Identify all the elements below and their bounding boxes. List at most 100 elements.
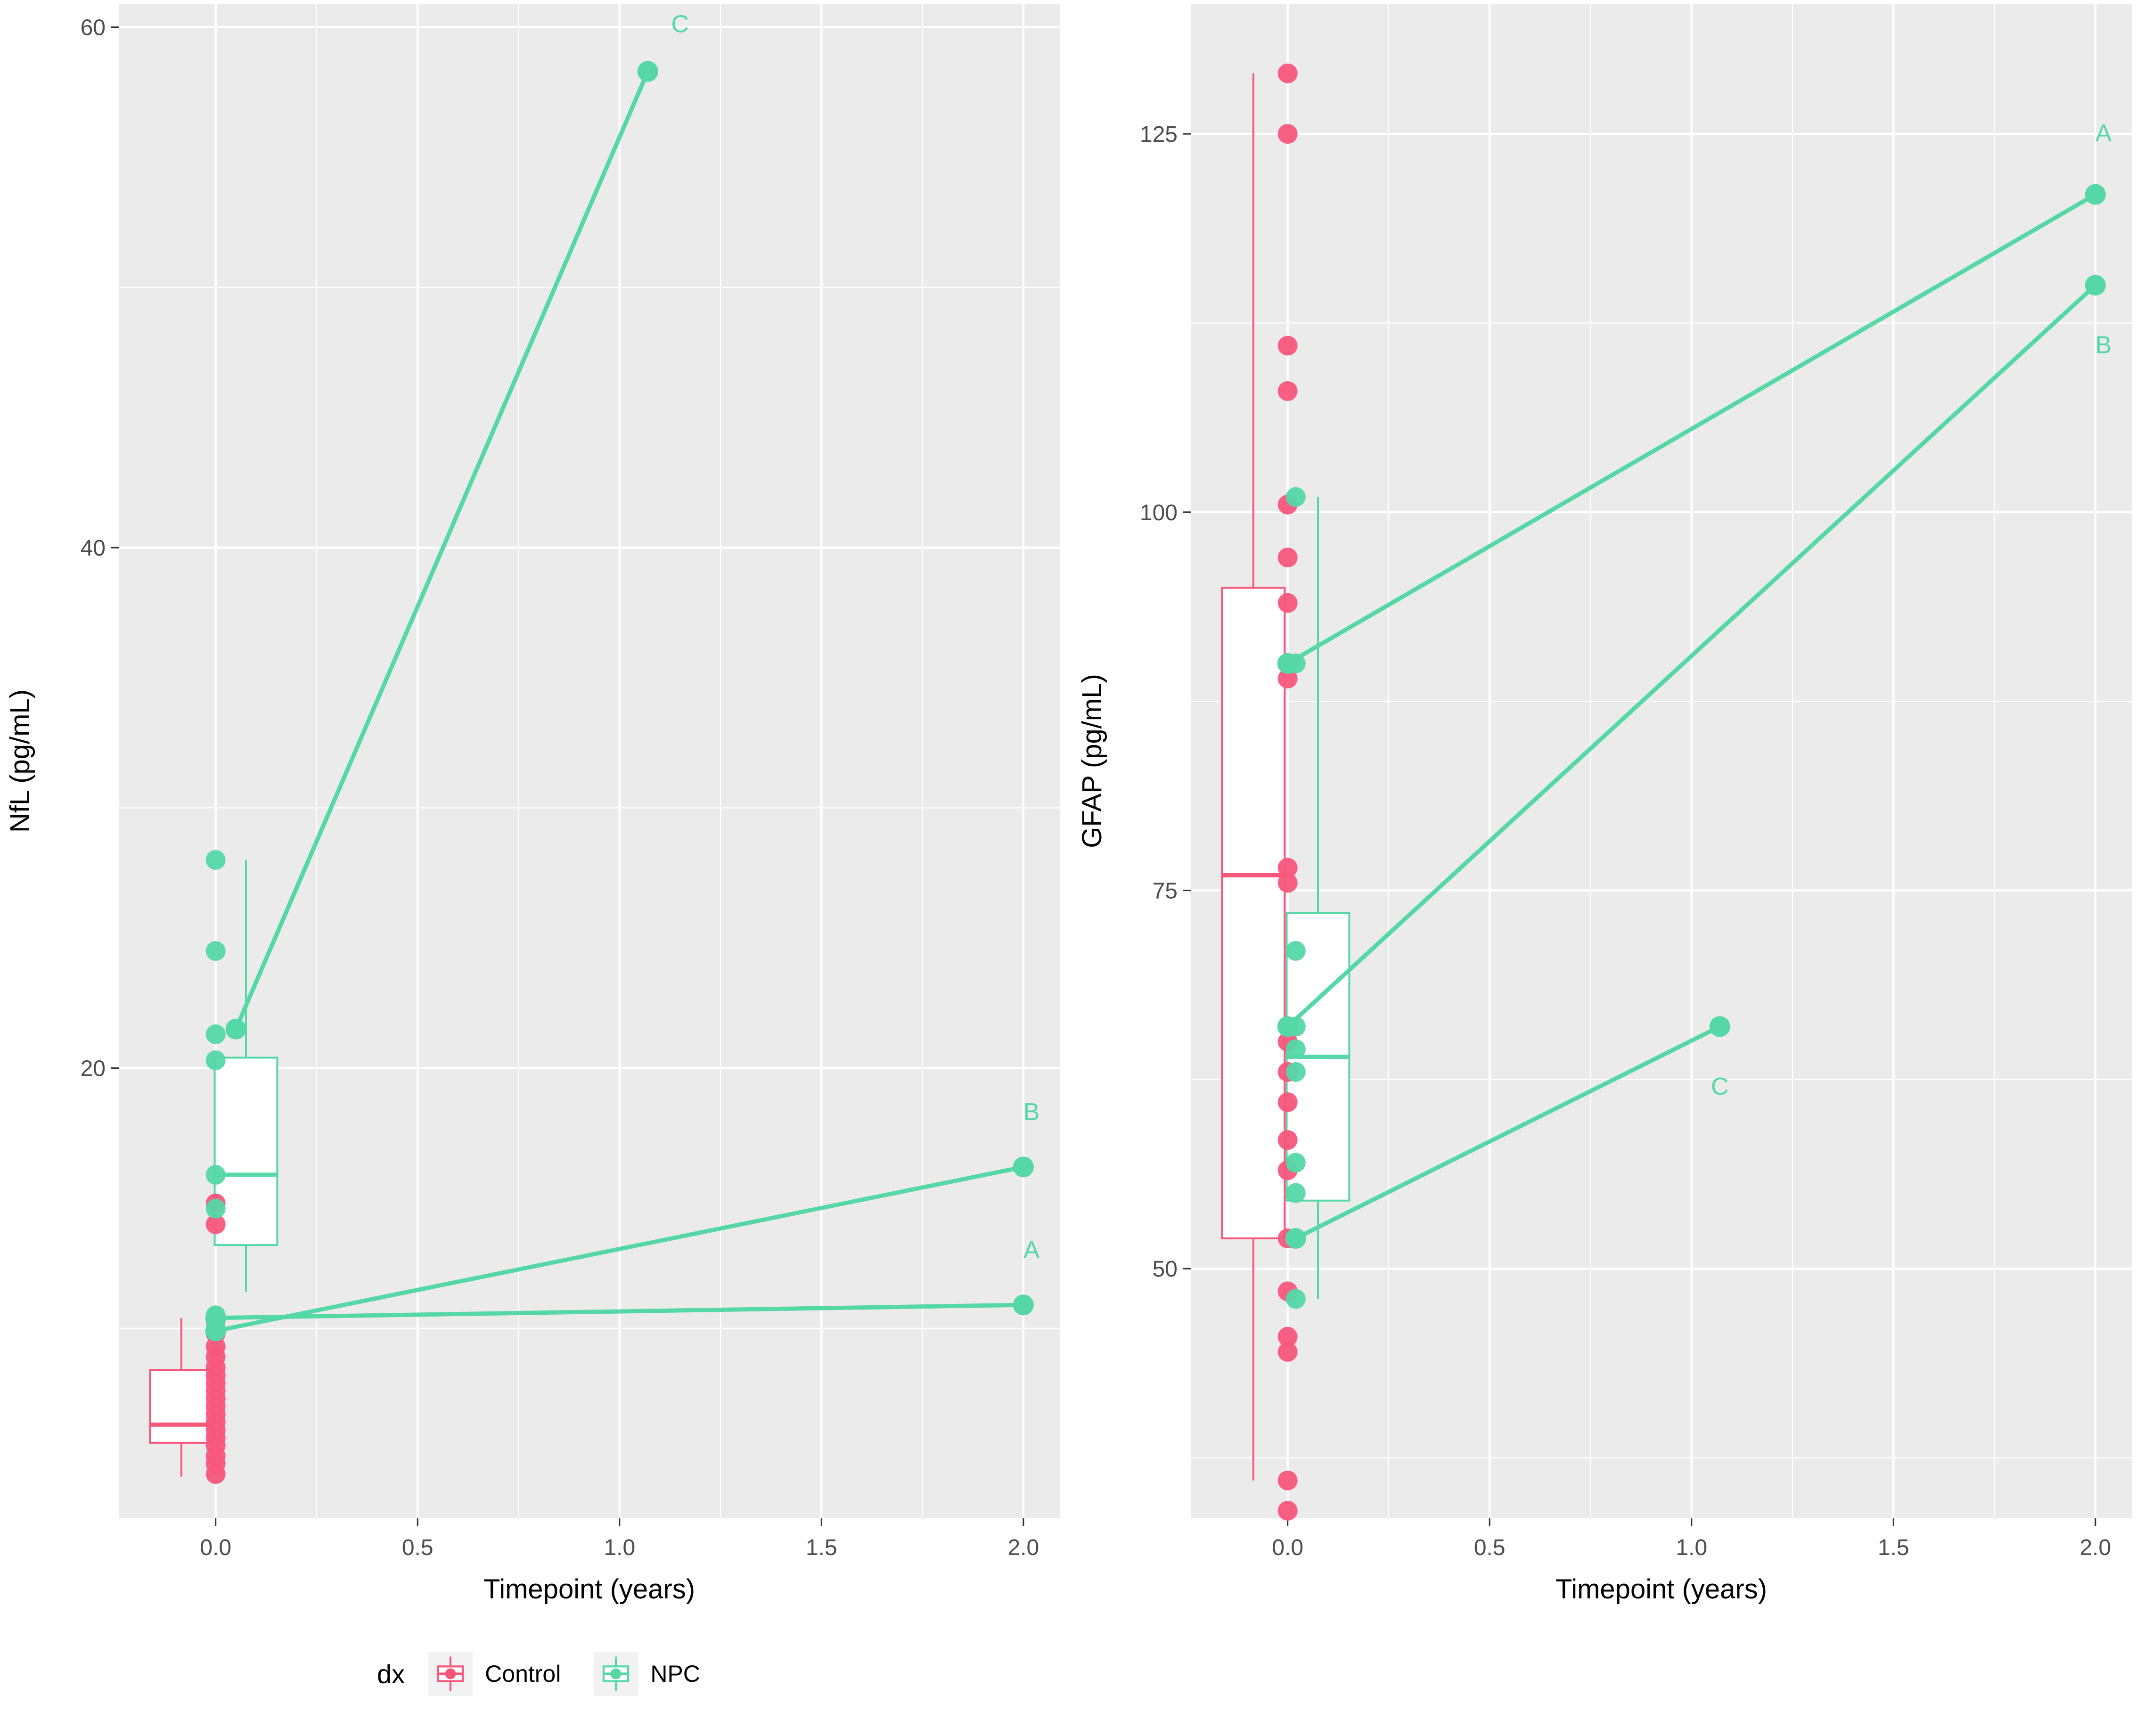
x-tick-label: 0.5 [402,1535,434,1560]
patient-label-a: A [1023,1236,1040,1264]
charts-row: 0.0 0.5 1.0 1.5 2.0 20 40 60 A B C Timepoint (years… [0,0,2144,1612]
trajectory-line [213,1302,1026,1320]
gfap-chart: 0.0 0.5 1.0 1.5 2.0 50 75 100 125 A B C Timepoint (y… [1072,0,2144,1612]
data-point-npc [205,1024,226,1044]
trajectory-line [213,1164,1026,1333]
data-point-control [1277,873,1298,893]
x-tick-label: 2.0 [2079,1535,2111,1560]
data-point-control [1277,63,1298,83]
data-point-control [1277,1500,1298,1521]
data-point-npc [205,1165,226,1185]
data-point-npc [205,850,226,870]
trajectory-point [1285,1228,1306,1249]
nfl-plot-svg: 0.0 0.5 1.0 1.5 2.0 20 40 60 A B C Timepoint (years… [5,4,1060,1605]
legend-label-control: Control [485,1661,561,1687]
y-tick-label: 125 [1140,122,1178,147]
y-axis-title: NfL (pg/mL) [5,689,35,833]
data-point-control [1277,548,1298,568]
key-point [445,1668,456,1679]
y-axis-title: GFAP (pg/mL) [1077,674,1107,848]
trajectory-line [1293,1024,1722,1241]
data-point-control [1277,336,1298,356]
x-tick-label: 1.0 [604,1535,635,1560]
data-point-npc [205,941,226,961]
data-point-npc [205,1198,226,1219]
boxplot-npc [213,860,278,1292]
box-iqr [213,1056,278,1246]
data-point-npc [1285,1039,1306,1059]
legend: dx Control NPC [0,1612,2144,1736]
data-point-control [1277,593,1298,613]
x-tick-label: 2.0 [1007,1535,1039,1560]
data-point-npc [205,1050,226,1071]
data-point-control [205,1214,226,1234]
key-point [610,1668,622,1679]
x-tick-label: 0.0 [200,1535,231,1560]
data-point-control [1277,124,1298,144]
trajectory-line [1285,192,2098,666]
control-boxplot-key-icon [428,1652,473,1696]
x-axis-title: Timepoint (years) [1555,1574,1767,1605]
control-key-glyph [428,1652,473,1696]
y-tick-label: 60 [81,16,106,41]
boxplot-control [149,1318,214,1477]
patient-line-b: B [1277,275,2112,1037]
data-point-control [1277,1327,1298,1347]
y-tick-label: 20 [81,1056,106,1081]
trajectory-point [1013,1156,1034,1178]
data-point-control [1277,1130,1298,1150]
patient-label-c: C [1711,1073,1729,1100]
trajectory-point [637,61,658,82]
patient-line-b: B [205,1098,1040,1342]
x-tick-label: 0.0 [1272,1535,1303,1560]
patient-line-c: C [1285,1016,1730,1249]
gfap-plot-svg: 0.0 0.5 1.0 1.5 2.0 50 75 100 125 A B C Timepoint (y… [1077,4,2132,1605]
data-point-npc [1285,1183,1306,1203]
trajectory-point [1709,1016,1730,1037]
legend-title: dx [377,1659,405,1689]
nfl-chart: 0.0 0.5 1.0 1.5 2.0 20 40 60 A B C Timepoint (years… [0,0,1072,1612]
data-point-control [205,1464,226,1484]
data-point-npc [1285,487,1306,507]
trajectory-point [2085,275,2106,296]
data-point-npc [1285,1062,1306,1082]
trajectory-point [1277,653,1298,674]
legend-item-control: Control [428,1652,561,1696]
data-point-npc [1285,1153,1306,1173]
x-axis-title: Timepoint (years) [483,1574,695,1605]
trajectory-point [2085,184,2106,205]
patient-label-b: B [1023,1098,1040,1126]
legend-item-npc: NPC [594,1652,700,1696]
data-point-npc [1285,941,1306,961]
data-point-control [1277,1342,1298,1362]
data-point-control [1277,669,1298,689]
data-point-control [1277,1470,1298,1490]
panel-background [119,4,1060,1518]
trajectory-point [225,1018,246,1040]
patient-label-b: B [2095,332,2112,359]
legend-label-npc: NPC [650,1661,700,1687]
patient-line-c: C [225,11,689,1040]
patient-line-a: A [205,1236,1040,1328]
data-point-control [1277,858,1298,878]
patient-label-c: C [671,11,689,38]
trajectory-line [234,69,650,1032]
trajectory-point [1277,1016,1298,1037]
x-tick-label: 0.5 [1474,1535,1506,1560]
y-tick-label: 75 [1153,879,1178,904]
npc-boxplot-key-icon [594,1652,638,1696]
trajectory-point [205,1320,226,1342]
y-tick-label: 50 [1153,1257,1178,1282]
x-tick-label: 1.5 [806,1535,837,1560]
x-tick-label: 1.0 [1676,1535,1707,1560]
data-point-npc [1285,1289,1306,1309]
patient-line-a: A [1277,120,2112,674]
y-tick-label: 40 [81,536,106,561]
npc-key-glyph [594,1652,638,1696]
y-tick-label: 100 [1140,500,1178,525]
data-point-control [1277,1092,1298,1113]
x-tick-label: 1.5 [1878,1535,1909,1560]
panel-background [1191,4,2132,1518]
data-point-control [1277,381,1298,401]
